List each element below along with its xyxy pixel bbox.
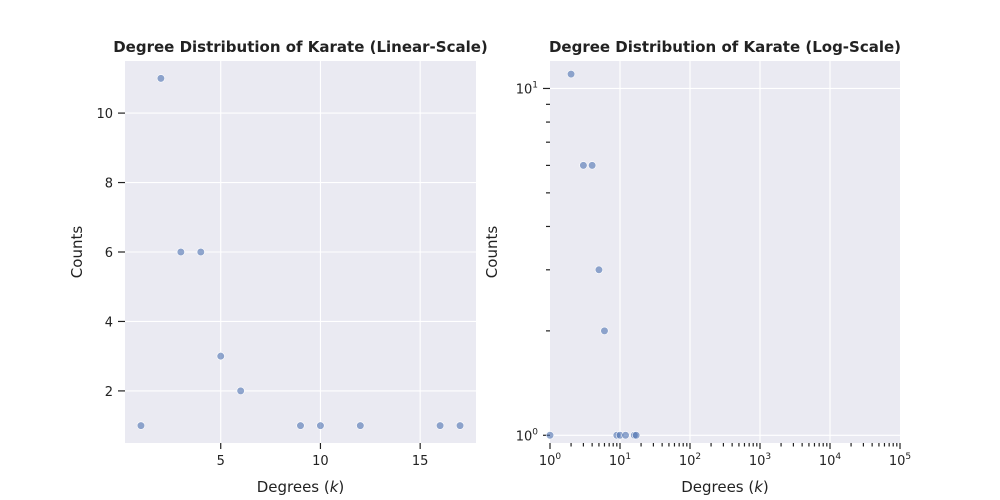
y-tick-label: 4	[105, 315, 113, 330]
tick-exponent: 1	[532, 80, 538, 90]
data-point	[588, 161, 597, 170]
tick-exponent: 2	[695, 452, 701, 462]
y-tick-label: 2	[105, 385, 113, 400]
data-point	[156, 74, 165, 83]
x-tick-label: 103	[749, 452, 771, 469]
tick-base: 10	[539, 454, 556, 469]
y-tick-label: 10	[96, 107, 113, 122]
data-point	[316, 421, 325, 430]
data-point	[296, 421, 305, 430]
y-tick-label: 6	[105, 246, 113, 261]
tick-base: 10	[516, 429, 533, 444]
data-point	[136, 421, 146, 430]
x-tick-label: 5	[217, 454, 225, 469]
y-tick-label: 101	[516, 80, 538, 97]
data-point	[566, 70, 576, 79]
chart-title: Degree Distribution of Karate (Linear-Sc…	[113, 38, 488, 56]
tick-base: 10	[749, 454, 766, 469]
tick-base: 10	[819, 454, 836, 469]
chart-title: Degree Distribution of Karate (Log-Scale…	[549, 38, 901, 56]
data-point	[545, 431, 555, 440]
data-point	[356, 421, 365, 430]
data-point	[600, 326, 609, 335]
y-axis-label: Counts	[483, 226, 501, 279]
linear-scale-panel: 5 10 15 2 4 6 8 10 Degree Distribution of Karate…	[68, 38, 488, 496]
x-tick-label: 104	[819, 452, 842, 469]
x-axis-label: Degrees (k)	[257, 478, 345, 496]
x-tick-label: 10	[312, 454, 329, 469]
tick-base: 10	[516, 82, 533, 97]
y-axis-label: Counts	[68, 226, 86, 279]
data-point	[196, 247, 205, 257]
data-point	[216, 352, 225, 361]
plot-area	[550, 61, 900, 443]
data-point	[594, 265, 604, 274]
y-tick-label: 100	[516, 427, 539, 444]
y-tick-label: 8	[105, 177, 113, 192]
data-point	[455, 421, 465, 430]
tick-base: 10	[609, 454, 626, 469]
data-point	[176, 247, 185, 257]
data-point	[436, 421, 445, 430]
tick-exponent: 5	[905, 452, 911, 462]
tick-exponent: 4	[835, 452, 841, 462]
tick-exponent: 1	[625, 452, 631, 462]
x-axis-label: Degrees (k)	[681, 478, 769, 496]
data-point	[236, 386, 245, 396]
data-point	[621, 431, 630, 440]
x-tick-label: 15	[412, 454, 429, 469]
tick-base: 10	[889, 454, 906, 469]
data-point	[579, 161, 588, 170]
data-point	[632, 431, 641, 440]
x-tick-label: 100	[539, 452, 562, 469]
tick-exponent: 0	[532, 427, 538, 437]
x-tick-label: 101	[609, 452, 631, 469]
x-tick-label: 102	[679, 452, 701, 469]
tick-base: 10	[679, 454, 696, 469]
x-tick-label: 105	[889, 452, 911, 469]
tick-exponent: 3	[765, 452, 771, 462]
tick-exponent: 0	[555, 452, 561, 462]
